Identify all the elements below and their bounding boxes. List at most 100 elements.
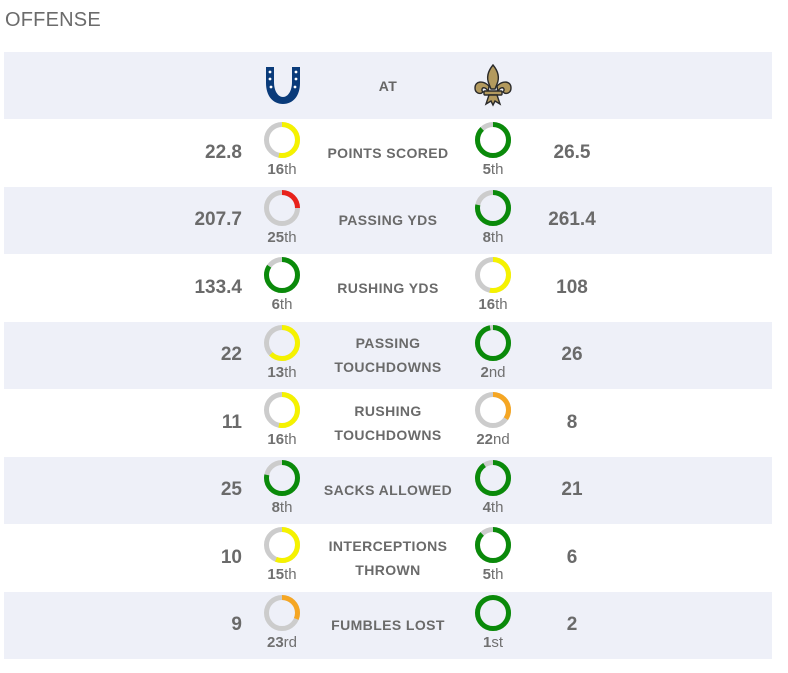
- rank-number: 2: [480, 363, 489, 381]
- stat-row: 10 15th 5th INTERCEPTIONS THROWN 6: [4, 524, 772, 592]
- rank-ring-fill: [475, 527, 511, 563]
- stat-label: PASSING YDS: [338, 212, 438, 229]
- left-team-value: 25: [220, 479, 242, 501]
- right-rank-label: 1st: [470, 634, 516, 651]
- rank-ring-fill: [475, 257, 511, 293]
- left-team-value: 10: [220, 546, 242, 568]
- right-rank-label: 22nd: [470, 431, 516, 448]
- right-team-rank: 16th: [470, 254, 516, 322]
- left-team-rank: 13th: [259, 322, 305, 390]
- rank-ring-icon: [475, 324, 511, 361]
- left-team-rank: 16th: [259, 119, 305, 187]
- rank-ring-icon: [475, 459, 511, 496]
- rank-number: 16: [478, 296, 496, 313]
- rank-ring-fill: [475, 324, 511, 361]
- rank-ring-fill: [264, 257, 300, 293]
- right-team-rank: 5th: [470, 119, 516, 187]
- left-rank-label: 13th: [259, 364, 305, 381]
- right-rank-label: 4th: [470, 499, 516, 516]
- stat-label: POINTS SCORED: [327, 144, 449, 161]
- left-team-value: 207.7: [194, 209, 242, 231]
- rank-ring-fill: [264, 392, 300, 428]
- rank-number: 5: [482, 566, 491, 583]
- rank-number: 22: [476, 431, 493, 448]
- rank-ring-fill: [475, 594, 511, 631]
- left-team-rank: 15th: [259, 524, 305, 592]
- rank-number: 16: [267, 431, 285, 448]
- rank-suffix: th: [490, 566, 504, 583]
- left-rank-label: 16th: [259, 161, 305, 178]
- stat-row: 133.4 6th 16th RUSHING YDS 108: [4, 254, 772, 322]
- left-team-value: 22.8: [205, 141, 242, 163]
- rank-suffix: th: [490, 161, 504, 178]
- left-team-rank: 25th: [259, 187, 305, 255]
- right-rank-label: 16th: [470, 296, 516, 313]
- stat-label: INTERCEPTIONS THROWN: [328, 537, 448, 578]
- rank-number: 23: [266, 633, 284, 651]
- rank-ring-icon: [264, 122, 300, 158]
- right-team-rank: 5th: [470, 524, 516, 592]
- left-team-rank: 16th: [259, 389, 305, 457]
- rank-ring-icon: [264, 257, 300, 293]
- rank-ring-icon: [264, 324, 300, 361]
- rank-ring-icon: [264, 459, 300, 496]
- rank-suffix: th: [490, 498, 504, 516]
- rank-ring-fill: [264, 527, 300, 563]
- stat-label: PASSING TOUCHDOWNS: [334, 335, 442, 376]
- right-team-rank: 22nd: [470, 389, 516, 457]
- rank-ring-fill: [475, 122, 511, 158]
- rank-ring-icon: [475, 189, 511, 226]
- right-team-rank: 4th: [470, 457, 516, 525]
- right-rank-label: 5th: [470, 161, 516, 178]
- rank-ring-icon: [264, 189, 300, 226]
- right-team-value: 26.5: [553, 141, 591, 163]
- left-rank-label: 6th: [259, 296, 305, 313]
- left-team-rank: 6th: [259, 254, 305, 322]
- right-team-rank: 2nd: [470, 322, 516, 390]
- stat-label: SACKS ALLOWED: [323, 482, 453, 499]
- right-team-value: 21: [561, 479, 583, 501]
- rank-ring-fill: [475, 459, 511, 496]
- rank-ring-fill: [264, 324, 300, 361]
- rank-number: 8: [271, 498, 280, 516]
- rank-number: 13: [267, 363, 285, 381]
- right-team-value: 26: [561, 344, 583, 366]
- rank-ring-icon: [475, 594, 511, 631]
- right-team-rank: 1st: [470, 592, 516, 660]
- at-label: AT: [378, 77, 398, 94]
- stat-row: 9 23rd 1st FUMBLES LOST 2: [4, 591, 772, 660]
- rank-number: 6: [271, 296, 280, 313]
- rank-suffix: th: [284, 566, 297, 583]
- rank-ring-icon: [475, 527, 511, 563]
- stat-label: FUMBLES LOST: [331, 617, 445, 634]
- left-team-value: 22: [220, 344, 242, 366]
- rank-suffix: th: [284, 431, 297, 448]
- left-rank-label: 25th: [259, 229, 305, 246]
- stat-row: 25 8 th 4th SACKS ALLOWED 21: [4, 456, 772, 525]
- rank-suffix: nd: [488, 363, 506, 381]
- matchup-header: AT: [4, 52, 772, 119]
- rank-ring-fill: [475, 392, 511, 428]
- rank-number: 25: [267, 228, 285, 246]
- right-team-value: 8: [566, 411, 578, 433]
- rank-number: 15: [267, 566, 285, 583]
- rank-ring-icon: [475, 122, 511, 158]
- rank-number: 5: [482, 161, 491, 178]
- rank-ring-fill: [264, 189, 300, 226]
- stat-label: RUSHING YDS: [337, 279, 439, 296]
- rank-number: 4: [482, 498, 491, 516]
- section-title: OFFENSE: [5, 9, 101, 31]
- rank-ring-fill: [264, 459, 300, 496]
- rank-suffix: st: [491, 633, 503, 651]
- rank-ring-icon: [475, 392, 511, 428]
- rank-suffix: nd: [493, 431, 510, 448]
- rank-ring-icon: [264, 527, 300, 563]
- offense-comparison-table: AT 22.8 16th 5th POINTS SCORED 26.5 207.7 25th…: [4, 52, 772, 659]
- rank-ring-fill: [264, 122, 300, 158]
- rank-suffix: rd: [283, 633, 298, 651]
- rank-ring-icon: [475, 257, 511, 293]
- rank-number: 8: [482, 228, 491, 246]
- rank-ring-icon: [264, 392, 300, 428]
- left-rank-label: 15th: [259, 566, 305, 583]
- left-rank-label: 16th: [259, 431, 305, 448]
